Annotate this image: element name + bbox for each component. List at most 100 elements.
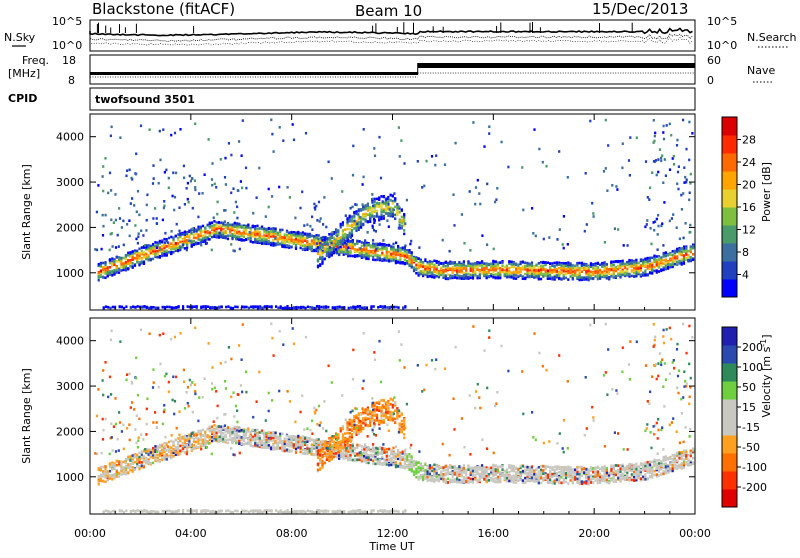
power-cell: [321, 262, 323, 265]
velocity-cell: [204, 438, 206, 441]
power-cell: [138, 254, 140, 257]
power-cell: [227, 305, 229, 308]
velocity-cell: [157, 460, 159, 463]
power-cell: [427, 269, 429, 272]
power-cell: [640, 273, 642, 276]
power-cell: [445, 275, 447, 278]
power-cell: [318, 307, 320, 310]
power-cell: [374, 200, 376, 203]
power-cell: [690, 248, 692, 251]
cpid-value: twofsound 3501: [95, 93, 195, 106]
power-cell: [486, 264, 488, 267]
velocity-cell: [170, 456, 172, 459]
velocity-cell: [209, 439, 211, 442]
power-cell: [585, 278, 587, 281]
velocity-cell: [195, 437, 197, 440]
power-cell: [109, 307, 111, 310]
power-cell: [107, 275, 109, 278]
power-cell: [118, 245, 120, 248]
velocity-cell: [277, 436, 279, 439]
power-cell: [150, 250, 152, 253]
velocity-cell: [118, 472, 120, 475]
power-cell: [216, 213, 218, 216]
velocity-cell: [281, 440, 283, 443]
velocity-cell: [238, 440, 240, 443]
velocity-cell: [216, 432, 218, 435]
velocity-cell: [286, 435, 288, 438]
power-cell: [331, 177, 333, 180]
power-cell: [252, 212, 254, 215]
power-cell: [476, 277, 478, 280]
velocity-cell: [247, 438, 249, 441]
velocity-cell: [186, 444, 188, 447]
power-cell: [146, 194, 148, 197]
power-cell: [660, 270, 662, 273]
power-cell: [581, 262, 583, 265]
power-cell: [597, 274, 599, 277]
power-cell: [343, 248, 345, 251]
power-cell: [337, 237, 339, 240]
power-cell: [370, 251, 372, 254]
power-cell: [213, 225, 215, 228]
power-cell: [371, 193, 373, 196]
power-cell: [263, 227, 265, 230]
power-cell: [501, 261, 503, 264]
power-cell: [166, 245, 168, 248]
power-cell: [488, 272, 490, 275]
power-cell: [352, 246, 354, 249]
power-cell: [166, 254, 168, 257]
power-cell: [346, 228, 348, 231]
power-cell: [372, 198, 374, 201]
velocity-cell: [186, 437, 188, 440]
power-cell: [363, 242, 365, 245]
power-cell: [150, 258, 152, 261]
power-cell: [178, 230, 180, 233]
power-cell: [175, 247, 177, 250]
power-cell: [304, 245, 306, 248]
power-cell: [508, 261, 510, 264]
power-cell: [324, 258, 326, 261]
power-cell: [196, 305, 198, 308]
velocity-cell: [109, 463, 111, 466]
power-cell: [265, 241, 267, 244]
velocity-cell: [113, 473, 115, 476]
velocity-cell: [184, 435, 186, 438]
power-cell: [186, 249, 188, 252]
power-cell: [102, 234, 104, 237]
power-cell: [375, 230, 377, 233]
power-cell: [455, 142, 457, 145]
power-cell: [313, 235, 315, 238]
power-cell: [256, 230, 258, 233]
power-cell: [646, 223, 648, 226]
power-cell: [477, 179, 479, 182]
power-cell: [305, 132, 307, 135]
velocity-cell: [286, 438, 288, 441]
power-cell: [429, 275, 431, 278]
power-cell: [515, 272, 517, 275]
power-cell: [225, 236, 227, 239]
power-cell: [418, 274, 420, 277]
power-cell: [289, 307, 291, 310]
power-cell: [193, 243, 195, 246]
power-cell: [236, 231, 238, 234]
velocity-cell: [132, 466, 134, 469]
power-cell: [141, 260, 143, 263]
power-cell: [683, 258, 685, 261]
power-cell: [389, 208, 391, 211]
power-cell: [467, 264, 469, 267]
power-cell: [136, 254, 138, 257]
power-cell: [313, 238, 315, 241]
velocity-cell: [120, 470, 122, 473]
power-cell: [658, 266, 660, 269]
power-cell: [145, 253, 147, 256]
power-cell: [178, 206, 180, 209]
power-cell: [399, 258, 401, 261]
power-cell: [222, 236, 224, 239]
velocity-cell: [245, 430, 247, 433]
power-cell: [504, 271, 506, 274]
power-cell: [570, 268, 572, 271]
cpid-label: CPID: [8, 92, 37, 105]
velocity-cell: [168, 455, 170, 458]
velocity-cell: [227, 426, 229, 429]
power-cell: [172, 237, 174, 240]
